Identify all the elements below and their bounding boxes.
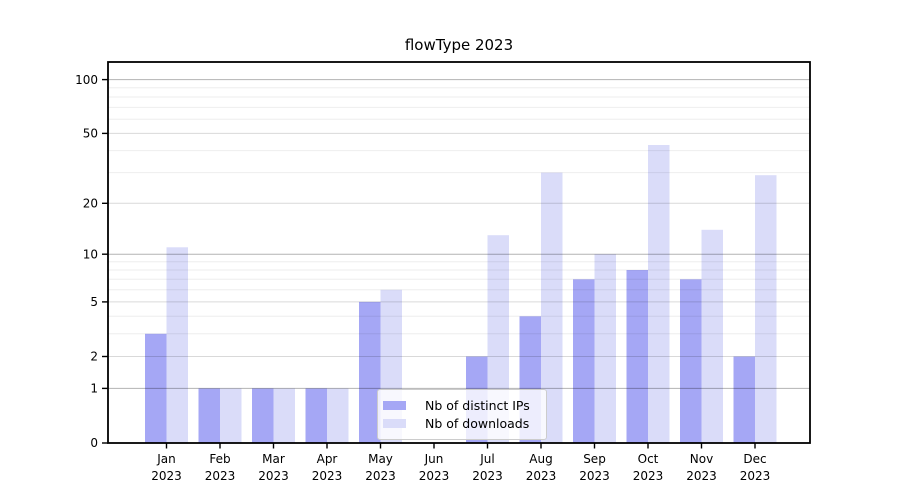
- x-tick-label-month-feb: Feb: [209, 452, 230, 466]
- x-tick-label-month-may: May: [368, 452, 393, 466]
- y-tick-label-100: 100: [75, 73, 98, 87]
- y-tick-label-2: 2: [90, 350, 98, 364]
- x-tick-label-month-apr: Apr: [317, 452, 338, 466]
- x-tick-label-year-nov: 2023: [686, 469, 717, 483]
- x-tick-label-year-may: 2023: [365, 469, 396, 483]
- x-tick-label-year-mar: 2023: [258, 469, 289, 483]
- x-tick-label-month-oct: Oct: [638, 452, 659, 466]
- x-tick-label-year-aug: 2023: [526, 469, 557, 483]
- y-tick-label-0: 0: [90, 436, 98, 450]
- bar-distinct-ips-nov: [680, 279, 702, 443]
- legend-box: Nb of distinct IPs Nb of downloads: [377, 389, 547, 440]
- bar-distinct-ips-jan: [145, 333, 167, 443]
- y-tick-label-20: 20: [83, 197, 98, 211]
- x-tick-label-month-nov: Nov: [690, 452, 713, 466]
- y-tick-label-1: 1: [90, 382, 98, 396]
- x-tick-label-month-jan: Jan: [156, 452, 176, 466]
- bar-distinct-ips-oct: [626, 270, 648, 443]
- x-tick-label-year-sep: 2023: [579, 469, 610, 483]
- x-tick-label-year-feb: 2023: [205, 469, 236, 483]
- bar-distinct-ips-feb: [198, 388, 220, 443]
- bar-downloads-feb: [220, 388, 242, 443]
- bar-downloads-sep: [594, 254, 616, 443]
- legend-row-distinct-ips: Nb of distinct IPs: [383, 398, 546, 413]
- x-tick-label-year-jan: 2023: [151, 469, 182, 483]
- x-tick-label-month-jun: Jun: [424, 452, 444, 466]
- bar-downloads-dec: [755, 175, 777, 443]
- x-tick-label-month-mar: Mar: [262, 452, 285, 466]
- bar-distinct-ips-mar: [252, 388, 274, 443]
- plot-border: [107, 61, 811, 444]
- x-tick-label-month-aug: Aug: [529, 452, 552, 466]
- bar-downloads-mar: [273, 388, 295, 443]
- y-tick-label-10: 10: [83, 247, 98, 261]
- legend-swatch-downloads: [383, 419, 406, 428]
- x-tick-label-year-apr: 2023: [312, 469, 343, 483]
- bar-downloads-aug: [541, 172, 563, 443]
- legend-swatch-distinct-ips: [383, 401, 406, 410]
- bar-distinct-ips-may: [359, 301, 381, 443]
- x-tick-label-year-jun: 2023: [419, 469, 450, 483]
- bar-downloads-apr: [327, 388, 349, 443]
- x-tick-label-month-sep: Sep: [583, 452, 606, 466]
- y-tick-label-50: 50: [83, 127, 98, 141]
- bar-downloads-nov: [701, 229, 723, 443]
- legend-row-downloads: Nb of downloads: [383, 416, 546, 431]
- bar-distinct-ips-sep: [573, 279, 595, 443]
- y-tick-label-5: 5: [90, 295, 98, 309]
- x-tick-label-month-dec: Dec: [743, 452, 766, 466]
- legend-label-downloads: Nb of downloads: [425, 416, 530, 431]
- bar-downloads-oct: [648, 145, 670, 443]
- x-tick-label-year-jul: 2023: [472, 469, 503, 483]
- bar-distinct-ips-apr: [305, 388, 327, 443]
- legend-label-distinct-ips: Nb of distinct IPs: [425, 398, 530, 413]
- x-tick-label-month-jul: Jul: [479, 452, 494, 466]
- bar-downloads-jan: [166, 247, 188, 443]
- chart-title: flowType 2023: [404, 36, 514, 54]
- bar-distinct-ips-dec: [733, 356, 755, 443]
- x-tick-label-year-dec: 2023: [740, 469, 771, 483]
- x-tick-label-year-oct: 2023: [633, 469, 664, 483]
